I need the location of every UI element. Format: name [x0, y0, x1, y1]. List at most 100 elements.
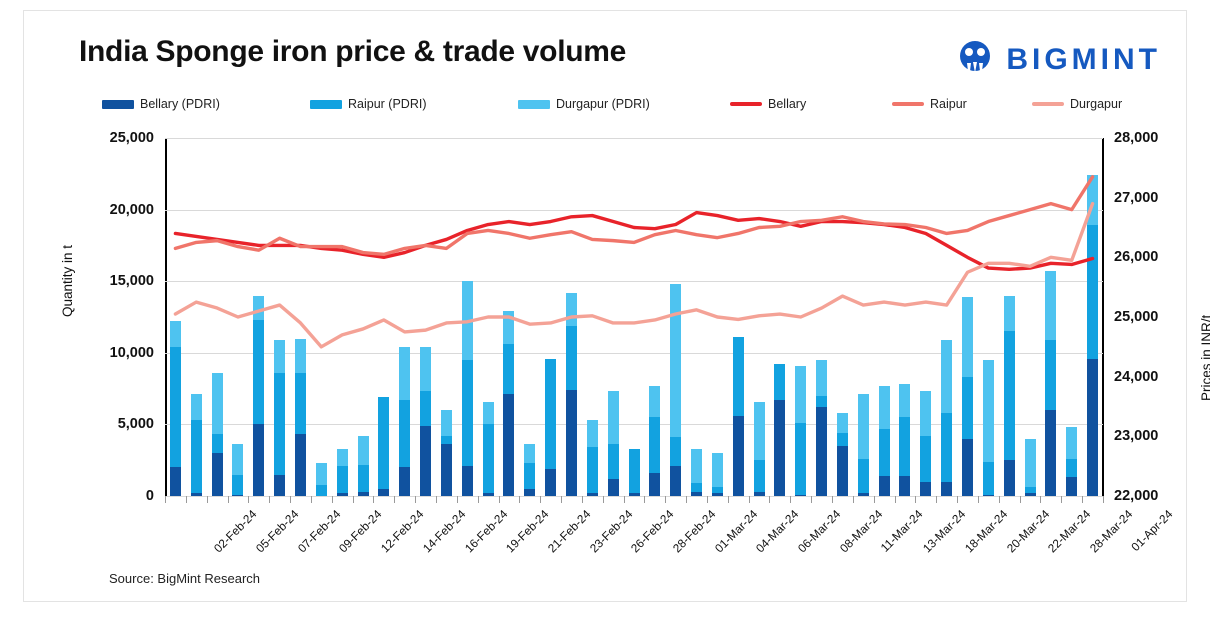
- bar-stack[interactable]: [691, 448, 703, 496]
- bar-stack[interactable]: [941, 339, 953, 496]
- bar-stack[interactable]: [982, 359, 994, 496]
- bar-segment: [899, 384, 911, 418]
- bar-stack[interactable]: [962, 296, 973, 496]
- y-tick-right: 23,000: [1114, 428, 1159, 445]
- x-tick-label: 06-Mar-24: [795, 507, 844, 556]
- x-tick: [1103, 496, 1104, 503]
- bar-segment: [378, 488, 390, 496]
- bar-segment: [1003, 460, 1015, 496]
- bar-stack[interactable]: [774, 364, 786, 496]
- bar-stack[interactable]: [565, 292, 577, 496]
- bar-stack[interactable]: [545, 358, 557, 496]
- bar-stack[interactable]: [378, 397, 390, 496]
- x-tick: [957, 496, 959, 503]
- bar-stack[interactable]: [169, 321, 181, 496]
- legend-item-raipur-pdri[interactable]: Raipur (PDRI): [310, 97, 427, 111]
- y-tick-right: 24,000: [1114, 368, 1159, 385]
- bar-stack[interactable]: [253, 295, 265, 496]
- bar-segment: [190, 394, 202, 421]
- legend-item-raipur[interactable]: Raipur: [892, 97, 967, 111]
- bar-stack[interactable]: [357, 435, 369, 496]
- bar-stack[interactable]: [920, 391, 932, 496]
- bar-stack[interactable]: [1066, 427, 1078, 496]
- bar-stack[interactable]: [399, 347, 411, 496]
- y-tick-left: 20,000: [109, 201, 154, 218]
- bar-stack[interactable]: [420, 347, 432, 496]
- bar-segment: [440, 444, 452, 496]
- bar-stack[interactable]: [857, 394, 869, 496]
- bar-segment: [586, 493, 598, 496]
- bar-segment: [836, 412, 848, 433]
- bar-stack[interactable]: [816, 359, 828, 496]
- source-note: Source: BigMint Research: [109, 571, 261, 586]
- x-tick: [331, 496, 333, 503]
- x-tick-label: 22-Mar-24: [1045, 507, 1094, 556]
- bar-stack[interactable]: [753, 401, 765, 496]
- x-tick: [310, 496, 312, 503]
- x-tick-label: 01-Apr-24: [1127, 507, 1175, 555]
- x-tick: [1040, 496, 1042, 503]
- bar-stack[interactable]: [649, 385, 661, 496]
- y-tick-right: 26,000: [1114, 249, 1159, 266]
- bar-stack[interactable]: [1003, 295, 1015, 496]
- bar-stack[interactable]: [190, 394, 202, 496]
- bar-segment: [753, 460, 765, 492]
- bar-segment: [795, 365, 807, 423]
- legend-item-bellary[interactable]: Bellary: [730, 97, 806, 111]
- legend-swatch-line: [892, 102, 924, 106]
- bar-stack[interactable]: [711, 453, 723, 496]
- bar-segment: [461, 359, 473, 466]
- bar-stack[interactable]: [795, 365, 807, 496]
- bar-stack[interactable]: [899, 384, 911, 496]
- x-tick: [561, 496, 563, 503]
- bar-stack[interactable]: [732, 337, 744, 496]
- x-tick: [873, 496, 875, 503]
- x-tick: [727, 496, 729, 503]
- bar-stack[interactable]: [628, 448, 640, 496]
- bar-segment: [816, 407, 828, 496]
- bar-segment: [545, 468, 557, 496]
- bar-stack[interactable]: [503, 311, 515, 496]
- bar-stack[interactable]: [1045, 271, 1057, 496]
- bar-segment: [607, 391, 619, 445]
- bar-segment: [274, 474, 286, 496]
- x-tick: [456, 496, 458, 503]
- bar-stack[interactable]: [1024, 438, 1036, 496]
- bar-segment: [857, 493, 869, 496]
- bar-stack[interactable]: [1087, 175, 1099, 496]
- bar-segment: [836, 433, 848, 446]
- bar-stack[interactable]: [586, 420, 598, 496]
- x-tick: [623, 496, 625, 503]
- bar-segment: [336, 465, 348, 494]
- bar-segment: [649, 473, 661, 496]
- bar-stack[interactable]: [336, 448, 348, 496]
- bar-segment: [920, 435, 932, 482]
- bar-stack[interactable]: [836, 412, 848, 496]
- bar-stack[interactable]: [524, 444, 536, 496]
- bar-stack[interactable]: [211, 372, 223, 496]
- legend-item-durgapur-pdri[interactable]: Durgapur (PDRI): [518, 97, 650, 111]
- bar-segment: [878, 385, 890, 429]
- x-tick: [811, 496, 813, 503]
- bar-stack[interactable]: [440, 410, 452, 496]
- bar-segment: [732, 415, 744, 496]
- bar-segment: [357, 435, 369, 465]
- bar-stack[interactable]: [878, 385, 890, 496]
- legend-item-bellary-pdri[interactable]: Bellary (PDRI): [102, 97, 220, 111]
- bar-stack[interactable]: [232, 444, 244, 496]
- bar-stack[interactable]: [315, 463, 327, 496]
- x-tick: [832, 496, 834, 503]
- bar-segment: [315, 463, 327, 485]
- x-tick-label: 01-Mar-24: [711, 507, 761, 556]
- x-tick: [498, 496, 500, 503]
- gridline: [165, 209, 1103, 211]
- bar-stack[interactable]: [670, 284, 682, 496]
- bar-stack[interactable]: [607, 391, 619, 496]
- bar-segment: [857, 458, 869, 494]
- legend-item-durgapur[interactable]: Durgapur: [1032, 97, 1122, 111]
- bar-stack[interactable]: [294, 338, 306, 496]
- bar-segment: [1045, 271, 1057, 340]
- x-tick: [1061, 496, 1063, 503]
- bar-stack[interactable]: [482, 401, 494, 496]
- bar-stack[interactable]: [274, 339, 286, 496]
